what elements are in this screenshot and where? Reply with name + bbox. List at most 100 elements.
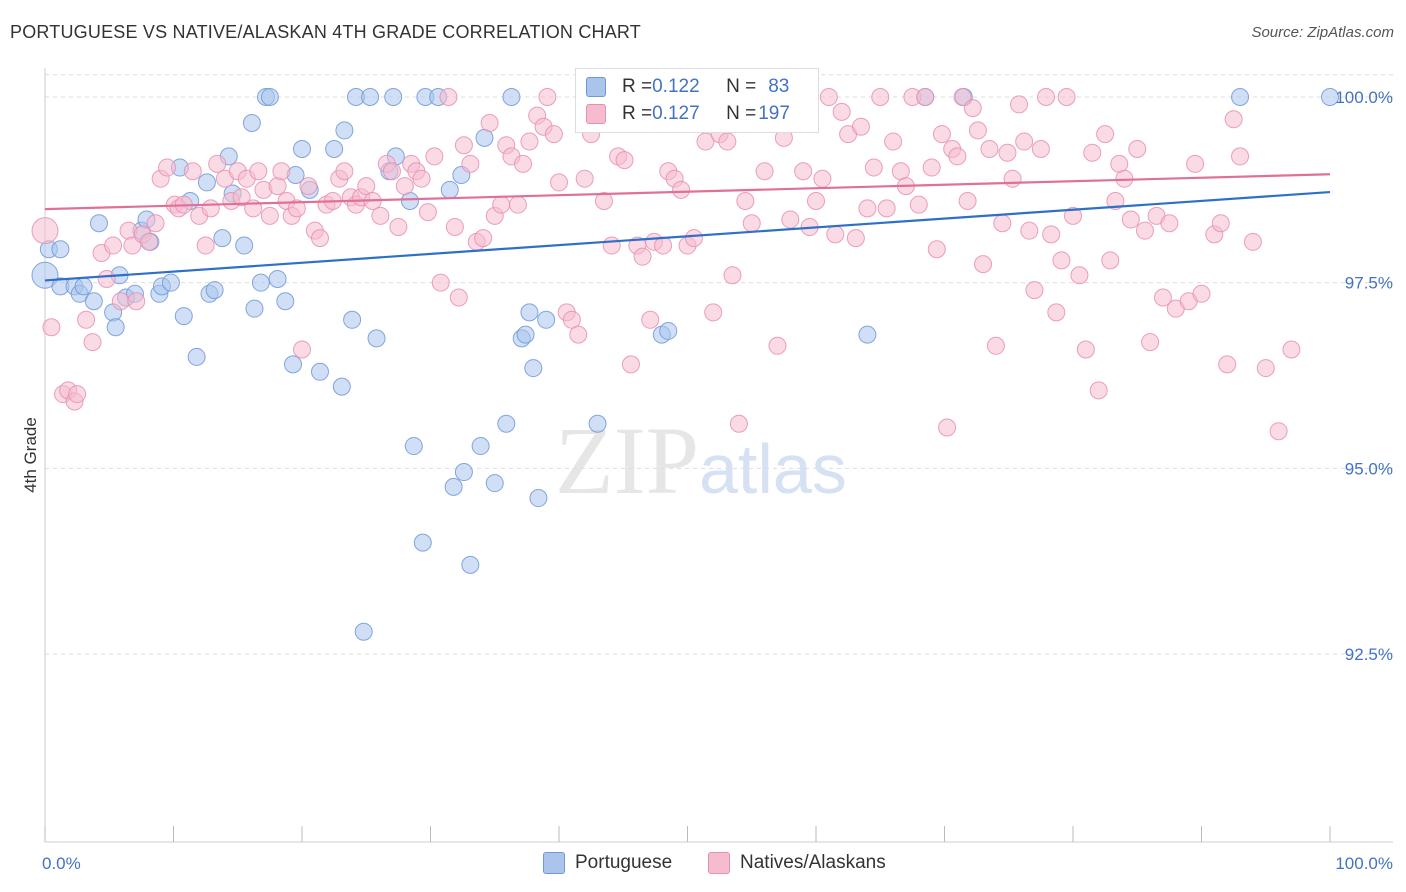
natives-point <box>77 310 96 329</box>
portuguese-point <box>89 214 108 233</box>
portuguese-point <box>858 325 877 344</box>
natives-point <box>1269 422 1288 441</box>
portuguese-point <box>367 329 386 348</box>
natives-point <box>832 102 851 121</box>
natives-point <box>871 88 890 106</box>
natives-point <box>268 177 287 196</box>
natives-point <box>127 292 146 311</box>
natives-point <box>31 217 59 245</box>
natives-point <box>111 292 130 311</box>
natives-points <box>31 88 1301 441</box>
natives-point <box>146 214 165 233</box>
natives-point <box>819 88 838 106</box>
natives-point <box>299 177 318 196</box>
legend-item-natives[interactable]: Natives/Alaskans <box>708 852 886 874</box>
y-axis-label: 4th Grade <box>21 417 40 493</box>
natives-point <box>196 236 215 255</box>
x-tick-label: 0.0% <box>42 854 81 873</box>
natives-point <box>1243 232 1262 251</box>
natives-point <box>544 125 563 144</box>
natives-point <box>492 195 511 214</box>
watermark: ZIPatlas <box>555 405 847 516</box>
portuguese-point <box>454 463 473 482</box>
natives-point <box>287 199 306 218</box>
portuguese-point <box>659 321 678 340</box>
y-tick-label: 92.5% <box>1345 645 1393 664</box>
natives-point <box>42 318 61 337</box>
natives-point <box>260 206 279 225</box>
natives-point <box>993 214 1012 233</box>
natives-point <box>1106 191 1125 210</box>
natives-point <box>569 325 588 344</box>
natives-point <box>575 169 594 188</box>
portuguese-point <box>524 359 543 378</box>
legend-n-label: N = <box>726 103 757 124</box>
legend-swatch-portuguese <box>543 852 565 874</box>
natives-point <box>998 143 1017 162</box>
natives-point <box>884 132 903 151</box>
legend-r-value: 0.127 <box>652 103 700 124</box>
portuguese-point <box>444 477 463 496</box>
legend-n-value: 197 <box>758 103 790 124</box>
natives-point <box>1089 381 1108 400</box>
legend-swatch-natives <box>708 852 730 874</box>
natives-point <box>425 147 444 166</box>
natives-point <box>602 236 621 255</box>
natives-point <box>621 355 640 374</box>
portuguese-point <box>588 414 607 433</box>
natives-point <box>953 88 972 106</box>
natives-point <box>1020 221 1039 240</box>
natives-trend-line <box>44 173 1331 211</box>
portuguese-point <box>325 139 344 158</box>
portuguese-point <box>251 273 270 292</box>
portuguese-point <box>471 437 490 456</box>
natives-point <box>395 177 414 196</box>
portuguese-point <box>1231 88 1250 106</box>
natives-point <box>454 136 473 155</box>
natives-point <box>948 147 967 166</box>
natives-point <box>183 162 202 181</box>
natives-point <box>357 177 376 196</box>
natives-point <box>514 154 533 173</box>
natives-point <box>140 232 159 251</box>
chart-title: PORTUGUESE VS NATIVE/ALASKAN 4TH GRADE C… <box>10 22 641 42</box>
natives-point <box>1282 340 1301 359</box>
legend-n-value: 83 <box>768 76 790 97</box>
portuguese-point <box>74 277 93 296</box>
portuguese-point <box>84 292 103 311</box>
portuguese-point <box>245 299 264 318</box>
natives-point <box>449 288 468 307</box>
natives-point <box>520 132 539 151</box>
natives-point <box>382 162 401 181</box>
natives-point <box>718 132 737 151</box>
natives-point <box>1160 214 1179 233</box>
legend-row-natives: R = 0.127 N = 197 <box>586 102 790 126</box>
legend-item-portuguese[interactable]: Portuguese <box>543 852 672 874</box>
natives-point <box>807 191 825 210</box>
portuguese-point <box>384 88 403 106</box>
natives-point <box>123 236 142 255</box>
natives-point <box>594 191 613 210</box>
stats-legend: R = 0.122 N = 83 R = 0.127 N = 197 <box>575 68 819 133</box>
portuguese-point <box>213 229 232 248</box>
natives-point <box>729 414 748 433</box>
portuguese-point <box>502 88 521 106</box>
portuguese-point <box>197 173 216 192</box>
natives-point <box>293 340 311 359</box>
portuguese-point <box>354 622 373 641</box>
portuguese-point <box>361 88 380 106</box>
natives-point <box>864 158 883 177</box>
natives-point <box>974 255 993 274</box>
portuguese-point <box>161 273 180 292</box>
natives-point <box>1101 251 1120 270</box>
portuguese-point <box>529 489 548 508</box>
portuguese-point <box>235 236 254 255</box>
y-tick-label: 95.0% <box>1345 459 1393 478</box>
natives-point <box>963 99 982 118</box>
portuguese-point <box>242 113 261 132</box>
source-label: Source: ZipAtlas.com <box>1251 24 1394 41</box>
natives-point <box>1186 154 1205 173</box>
natives-point <box>826 225 845 244</box>
portuguese-point <box>440 180 459 199</box>
portuguese-points <box>31 88 1339 641</box>
